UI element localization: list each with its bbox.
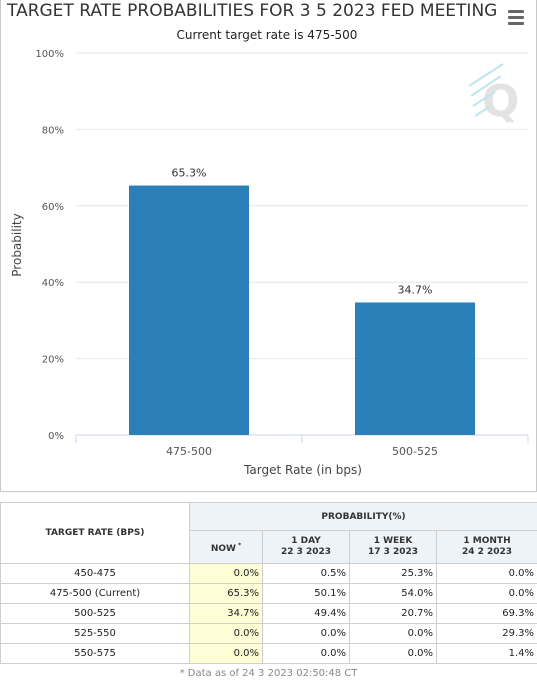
- y-axis-title: Probability: [10, 213, 24, 276]
- target-rate-cell: 500-525: [0, 603, 190, 624]
- x-category-label: 475-500: [166, 445, 212, 458]
- probability-cell: 0.0%: [349, 623, 437, 644]
- now-probability-cell: 65.3%: [189, 583, 263, 604]
- now-probability-cell: 0.0%: [189, 623, 263, 644]
- chart-title: TARGET RATE PROBABILITIES FOR 3 5 2023 F…: [7, 1, 498, 21]
- period-column-date: 17 3 2023: [367, 547, 419, 557]
- probability-cell: 50.1%: [262, 583, 350, 604]
- probability-cell: 0.0%: [349, 643, 437, 664]
- bars: 65.3% 34.7%: [129, 167, 475, 435]
- table-body: 450-475 0.0% 0.5% 25.3% 0.0% 475-500 (Current…: [0, 563, 537, 664]
- now-probability-cell: 34.7%: [189, 603, 263, 624]
- period-column-date: 22 3 2023: [280, 547, 332, 557]
- probability-cell: 54.0%: [349, 583, 437, 604]
- probability-cell: 1.4%: [435, 643, 537, 664]
- y-axis-ticks: 0% 20% 40% 60% 80% 100%: [35, 49, 64, 442]
- period-column-header: NOW *: [189, 530, 263, 564]
- table-row: 475-500 (Current) 65.3% 50.1% 54.0% 0.0%: [0, 583, 537, 604]
- probability-table: TARGET RATE (BPS) PROBABILITY(%) NOW * 1 …: [0, 502, 537, 664]
- period-column-header: 1 DAY 22 3 2023: [262, 530, 350, 564]
- period-column-title: 1 WEEK: [373, 536, 413, 546]
- rate-column-header: TARGET RATE (BPS): [0, 502, 190, 564]
- target-rate-cell: 525-550: [0, 623, 190, 644]
- period-column-date: 24 2 2023: [461, 547, 513, 557]
- column-header-row: NOW * 1 DAY 22 3 2023 1 WEEK 17 3 2023 1 MONT…: [1, 530, 537, 564]
- y-tick-label: 20%: [42, 355, 64, 366]
- table-row: 550-575 0.0% 0.0% 0.0% 1.4%: [0, 643, 537, 664]
- probability-cell: 29.3%: [435, 623, 537, 644]
- bar[interactable]: [355, 302, 475, 435]
- probability-cell: 0.0%: [262, 623, 350, 644]
- table-row: 450-475 0.0% 0.5% 25.3% 0.0%: [0, 563, 537, 584]
- y-tick-label: 60%: [42, 202, 64, 213]
- bar[interactable]: [129, 185, 249, 435]
- probability-cell: 20.7%: [349, 603, 437, 624]
- probability-cell: 0.5%: [262, 563, 350, 584]
- y-tick-label: 40%: [42, 278, 64, 289]
- y-tick-label: 100%: [35, 49, 64, 60]
- now-probability-cell: 0.0%: [189, 563, 263, 584]
- target-rate-cell: 450-475: [0, 563, 190, 584]
- bar-chart: Q 0% 20% 40% 60% 80% 100% 65.3% 34.7% 475-500 5…: [10, 49, 529, 477]
- y-tick-label: 80%: [42, 125, 64, 136]
- probability-cell: 49.4%: [262, 603, 350, 624]
- q-logo-icon: Q: [468, 63, 519, 127]
- y-tick-label: 0%: [48, 431, 64, 442]
- target-rate-cell: 550-575: [0, 643, 190, 664]
- data-timestamp-footnote: * Data as of 24 3 2023 02:50:48 CT: [179, 668, 358, 679]
- table-row: 525-550 0.0% 0.0% 0.0% 29.3%: [0, 623, 537, 644]
- x-axis-title: Target Rate (in bps): [243, 463, 362, 477]
- period-column-title: NOW: [210, 543, 236, 554]
- probability-header: PROBABILITY(%): [188, 502, 537, 531]
- x-axis-categories: 475-500 500-525: [75, 435, 529, 458]
- svg-text:Q: Q: [482, 76, 519, 127]
- bar-data-label: 34.7%: [398, 283, 433, 296]
- probability-cell: 0.0%: [435, 583, 537, 604]
- hamburger-menu-icon[interactable]: [506, 8, 526, 28]
- probability-cell: 69.3%: [435, 603, 537, 624]
- probability-cell: 0.0%: [435, 563, 537, 584]
- chart-panel: TARGET RATE PROBABILITIES FOR 3 5 2023 F…: [0, 0, 537, 492]
- period-column-title: 1 DAY: [291, 536, 321, 546]
- footnote-marker: *: [235, 541, 242, 549]
- period-column-header: 1 WEEK 17 3 2023: [349, 530, 437, 564]
- probability-cell: 0.0%: [262, 643, 350, 664]
- chart-subtitle: Current target rate is 475-500: [176, 28, 358, 42]
- target-rate-cell: 475-500 (Current): [0, 583, 190, 604]
- table-row: 500-525 34.7% 49.4% 20.7% 69.3%: [0, 603, 537, 624]
- period-column-title: 1 MONTH: [463, 536, 511, 546]
- bar-data-label: 65.3%: [172, 167, 207, 180]
- now-probability-cell: 0.0%: [189, 643, 263, 664]
- x-category-label: 500-525: [392, 445, 438, 458]
- probability-cell: 25.3%: [349, 563, 437, 584]
- period-column-header: 1 MONTH 24 2 2023: [435, 530, 537, 564]
